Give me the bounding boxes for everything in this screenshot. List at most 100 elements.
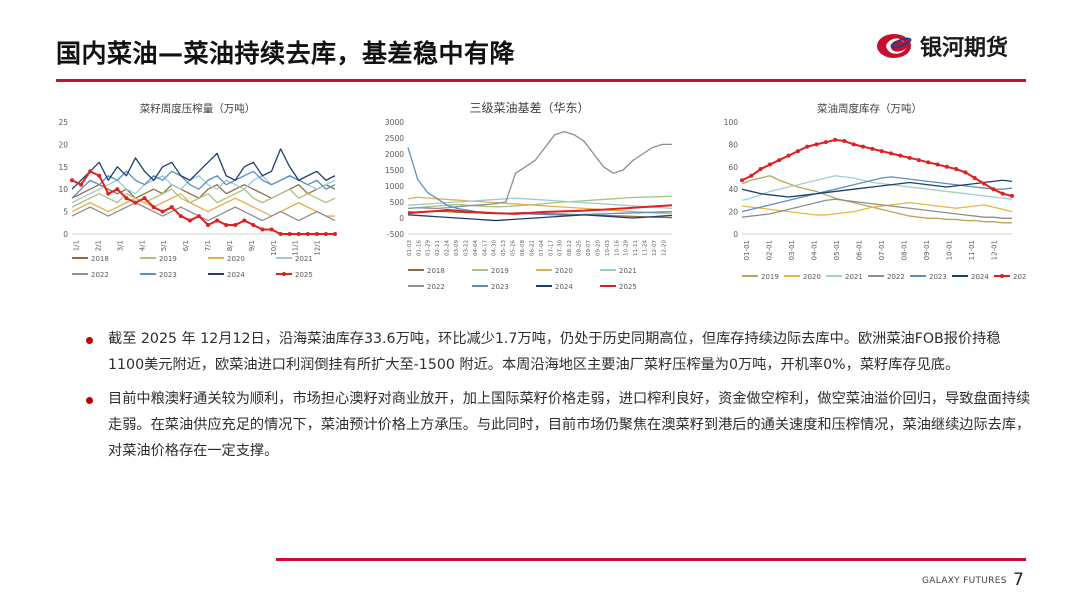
- x-tick-label: 12-01: [990, 240, 998, 260]
- series-point-2025: [242, 218, 247, 223]
- x-tick-label: 07-04: [539, 240, 545, 256]
- x-tick-label: 05-26: [511, 240, 517, 256]
- legend-label: 2024: [971, 273, 989, 281]
- bullet-text: 目前中粮澳籽通关较为顺利，市场担心澳籽对商业放开，加上国际菜籽价格走弱，进口榨利…: [108, 391, 1031, 459]
- legend-marker: [1000, 274, 1004, 278]
- series-point-2025: [287, 232, 292, 236]
- x-tick-label: 08-12: [567, 240, 573, 256]
- x-tick-label: 02-11: [435, 240, 441, 256]
- series-point-2025: [142, 196, 147, 201]
- series-point-2025: [278, 232, 283, 236]
- series-point-2025: [972, 176, 977, 180]
- series-point-2025: [926, 160, 931, 165]
- series-point-2025: [833, 137, 838, 142]
- series-point-2025: [991, 187, 996, 192]
- chart-rapeseed-oil-stock: 菜油周度库存（万吨） 0 20 40 60 80 100 01-01 02-01 03-01 04-…: [712, 98, 1027, 293]
- bullet-dot-icon: [86, 397, 93, 404]
- x-tick-label: 11/1: [292, 240, 300, 256]
- series-line-2023: [741, 176, 1013, 213]
- series-line-2019: [407, 195, 673, 210]
- x-tick-label: 3/1: [116, 240, 124, 251]
- legend-marker: [282, 272, 286, 276]
- commentary: 截至 2025 年 12月12日，沿海菜油库存33.6万吨，环比减少1.7万吨，…: [86, 326, 1036, 472]
- x-tick-label: 10-16: [614, 240, 620, 256]
- y-tick-label: 0: [733, 230, 738, 239]
- legend-label: 2019: [761, 273, 779, 281]
- x-tick-label: 09-07: [586, 240, 592, 256]
- legend-label: 2023: [491, 283, 509, 291]
- series-line-2019: [71, 188, 336, 208]
- series-point-2025: [842, 139, 847, 144]
- brand-logo: 银河期货: [876, 26, 1036, 66]
- bullet-item: 目前中粮澳籽通关较为顺利，市场担心澳籽对商业放开，加上国际菜籽价格走弱，进口榨利…: [86, 386, 1036, 464]
- series-point-2025: [215, 218, 220, 223]
- chart-svg: 菜油周度库存（万吨） 0 20 40 60 80 100 01-01 02-01 03-01 04-…: [724, 102, 1027, 281]
- y-tick-label: 2500: [385, 134, 404, 143]
- x-tick-label: 11-24: [643, 240, 649, 256]
- legend-label: 2018: [427, 267, 445, 275]
- series-line-2018: [407, 210, 673, 219]
- series-point-2025: [879, 149, 884, 154]
- series-point-2025: [1010, 193, 1014, 198]
- y-tick-label: 1500: [385, 166, 404, 175]
- x-tick-label: 09-01: [923, 240, 931, 260]
- bullet-item: 截至 2025 年 12月12日，沿海菜油库存33.6万吨，环比减少1.7万吨，…: [86, 326, 1036, 378]
- x-tick-label: 08-01: [900, 240, 908, 260]
- x-tick-label: 01-01: [743, 240, 751, 260]
- legend-label: 2020: [555, 267, 573, 275]
- x-tick-label: 02-24: [445, 240, 451, 256]
- series-point-2025: [805, 144, 810, 149]
- series-point-2025: [323, 232, 328, 236]
- series-point-2025: [88, 169, 93, 174]
- series-point-2025: [758, 167, 763, 172]
- x-tick-label: 07-30: [558, 240, 564, 256]
- page-number: 7: [1013, 570, 1024, 590]
- x-tick-label: 04-30: [492, 240, 498, 256]
- series-line-2021: [741, 175, 1013, 202]
- series-point-2025: [740, 178, 744, 183]
- series-point-2025: [305, 232, 310, 236]
- x-tick-label: 06-21: [529, 240, 535, 256]
- x-tick-label: 8/1: [226, 240, 234, 251]
- series-point-2025: [224, 223, 229, 228]
- series-point-2025: [861, 144, 866, 149]
- series-point-2025: [70, 178, 74, 183]
- chart-title: 菜油周度库存（万吨）: [817, 102, 922, 115]
- series-point-2025: [296, 232, 301, 236]
- series-point-2025: [1000, 191, 1005, 196]
- x-tick-label: 01-29: [426, 240, 432, 256]
- series-point-2025: [133, 200, 138, 205]
- series-point-2025: [160, 209, 165, 214]
- series-point-2025: [233, 223, 238, 228]
- series-line-2025: [741, 138, 1013, 197]
- legend-label: 2021: [295, 255, 313, 263]
- series-point-2025: [97, 173, 102, 178]
- x-tick-label: 08-25: [577, 240, 583, 256]
- y-tick-label: 0: [399, 214, 404, 223]
- legend-label: 2022: [91, 271, 109, 279]
- x-tick-label: 10-29: [624, 240, 630, 256]
- x-tick-label: 11-11: [633, 240, 639, 256]
- legend-label: 2025: [619, 283, 637, 291]
- y-tick-label: 20: [728, 208, 738, 217]
- legend-label: 2019: [159, 255, 177, 263]
- series-point-2025: [907, 155, 912, 160]
- series-line-2024: [71, 148, 336, 190]
- series-line-2022: [407, 130, 672, 210]
- x-tick-label: 04-04: [473, 240, 479, 256]
- x-tick-label: 06-01: [855, 240, 863, 260]
- x-tick-label: 12-20: [661, 240, 667, 256]
- x-tick-label: 09-20: [595, 240, 601, 256]
- x-tick-label: 10-03: [605, 240, 611, 256]
- series-line-2022: [71, 201, 336, 222]
- x-tick-label: 10-01: [945, 240, 953, 260]
- chart-rapeseed-crush: 菜籽周度压榨量（万吨） 0 5 10 15 20 25 1/1 2/1 3/1 4/1 5/1 6/1 7…: [50, 98, 345, 293]
- series-point-2025: [169, 205, 174, 210]
- series-line-2020: [71, 193, 335, 217]
- x-tick-label: 4/1: [138, 240, 146, 251]
- legend-label: 2021: [619, 267, 637, 275]
- x-tick-label: 5/1: [160, 240, 168, 251]
- series-line-2024: [741, 179, 1013, 198]
- x-tick-label: 07-01: [878, 240, 886, 260]
